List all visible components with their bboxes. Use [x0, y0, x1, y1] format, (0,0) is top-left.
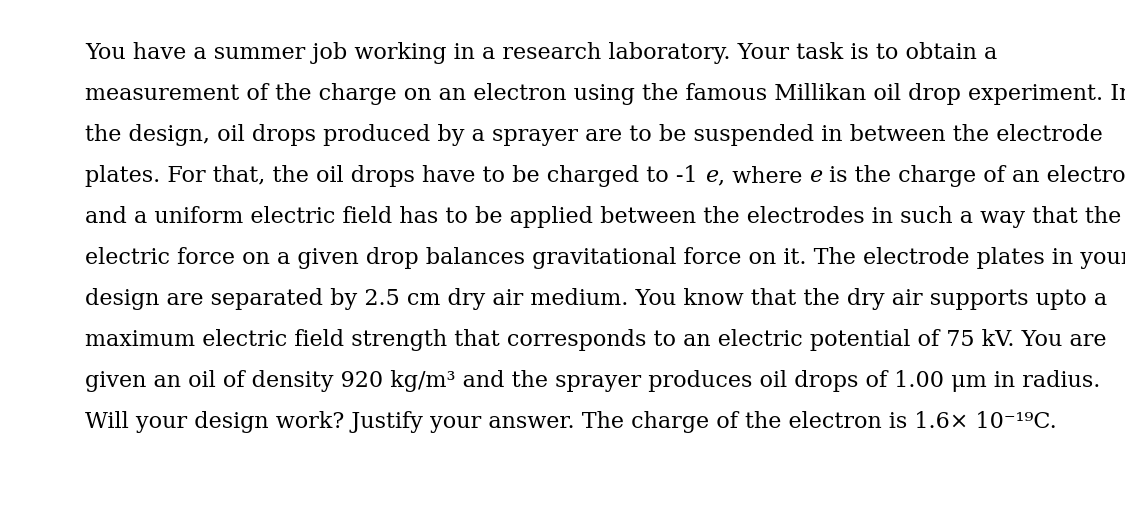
- Text: e: e: [704, 165, 718, 187]
- Text: measurement of the charge on an electron using the famous Millikan oil drop expe: measurement of the charge on an electron…: [86, 83, 1125, 105]
- Text: and a uniform electric field has to be applied between the electrodes in such a : and a uniform electric field has to be a…: [86, 206, 1122, 228]
- Text: given an oil of density 920 kg/m³ and the sprayer produces oil drops of 1.00 μm : given an oil of density 920 kg/m³ and th…: [86, 370, 1100, 392]
- Text: plates. For that, the oil drops have to be charged to -1: plates. For that, the oil drops have to …: [86, 165, 704, 187]
- Text: Will your design work? Justify your answer. The charge of the electron is 1.6× 1: Will your design work? Justify your answ…: [86, 411, 1056, 433]
- Text: electric force on a given drop balances gravitational force on it. The electrode: electric force on a given drop balances …: [86, 247, 1125, 269]
- Text: , where: , where: [718, 165, 809, 187]
- Text: design are separated by 2.5 cm dry air medium. You know that the dry air support: design are separated by 2.5 cm dry air m…: [86, 288, 1107, 310]
- Text: the design, oil drops produced by a sprayer are to be suspended in between the e: the design, oil drops produced by a spra…: [86, 124, 1102, 146]
- Text: is the charge of an electron: is the charge of an electron: [822, 165, 1125, 187]
- Text: You have a summer job working in a research laboratory. Your task is to obtain a: You have a summer job working in a resea…: [86, 42, 997, 64]
- Text: maximum electric field strength that corresponds to an electric potential of 75 : maximum electric field strength that cor…: [86, 329, 1107, 351]
- Text: e: e: [809, 165, 822, 187]
